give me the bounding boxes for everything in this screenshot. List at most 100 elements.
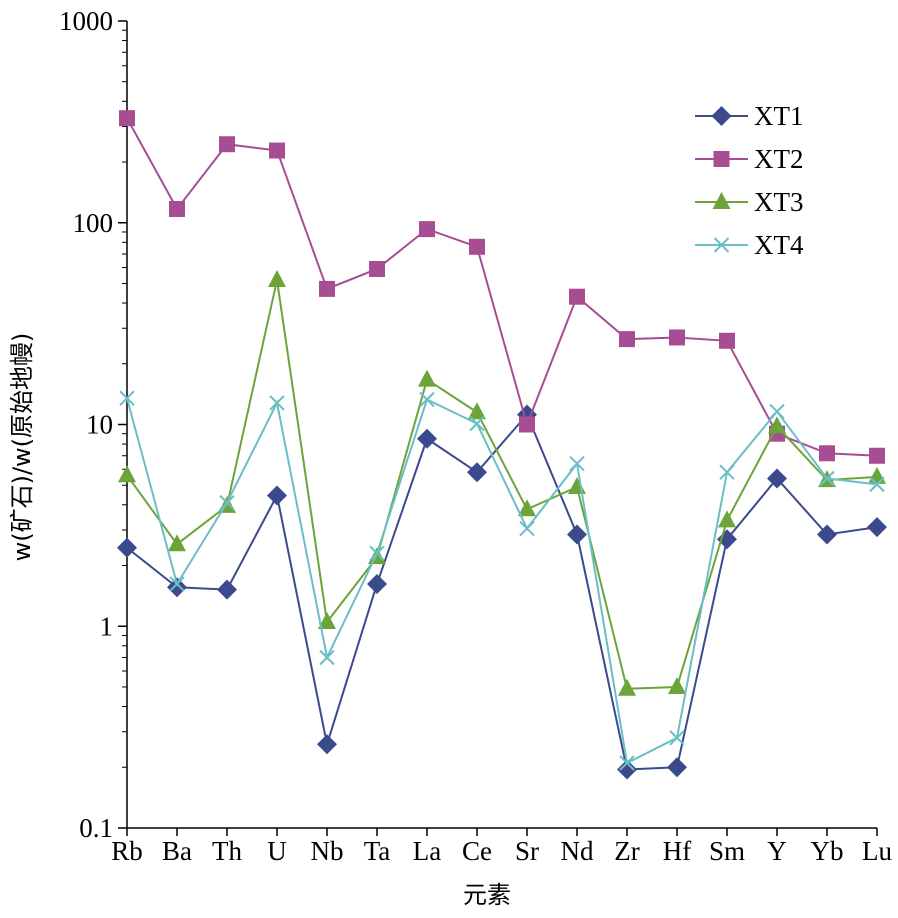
legend-label: XT2	[754, 144, 804, 174]
data-point-xt2	[319, 280, 335, 297]
data-point-xt3	[118, 465, 136, 483]
legend-marker	[713, 151, 730, 167]
data-point-xt2	[419, 221, 435, 238]
data-point-xt1	[767, 468, 787, 489]
point-stroke	[169, 576, 185, 592]
data-point-xt3	[768, 416, 786, 434]
data-point-xt3	[418, 369, 436, 387]
legend-marker	[711, 106, 732, 126]
series-line-xt1	[126, 412, 878, 771]
x-tick-label: Sr	[515, 836, 539, 866]
data-point-xt3	[468, 402, 486, 420]
point-stroke	[769, 403, 785, 420]
data-point-xt4	[469, 415, 485, 432]
data-point-xt4	[219, 494, 235, 511]
point-stroke	[619, 755, 635, 771]
y-tick-label: 0.1	[79, 813, 113, 843]
x-tick-label: Nd	[561, 836, 594, 866]
data-point-xt4	[619, 755, 635, 771]
data-point-xt4	[669, 730, 685, 746]
point-stroke	[669, 730, 685, 746]
data-point-xt3	[618, 678, 636, 696]
y-tick-label: 10	[86, 410, 113, 440]
point-stroke	[519, 520, 535, 537]
y-tick-label: 1	[100, 611, 114, 641]
data-point-xt2	[119, 110, 135, 127]
data-point-xt3	[568, 477, 586, 495]
point-stroke	[269, 395, 285, 411]
data-point-xt4	[269, 395, 285, 411]
data-point-xt1	[417, 428, 437, 449]
data-point-xt1	[167, 577, 187, 598]
data-point-xt1	[267, 485, 287, 506]
legend: XT1 XT2 XT3 XT4	[695, 101, 804, 260]
data-point-xt4	[419, 391, 435, 408]
x-tick-label: U	[267, 836, 287, 866]
x-tick-label: Ta	[364, 836, 391, 866]
data-point-xt2	[519, 416, 535, 433]
x-tick-label: Sm	[709, 836, 745, 866]
data-point-xt3	[868, 466, 886, 484]
data-point-xt1	[367, 573, 387, 594]
data-point-xt4	[869, 476, 885, 493]
data-point-xt2	[669, 329, 685, 346]
data-point-xt2	[269, 142, 285, 159]
y-tick-label: 100	[73, 208, 114, 238]
x-tick-label: Rb	[111, 836, 143, 866]
x-tick-label: Ba	[162, 836, 192, 866]
data-point-xt3	[168, 534, 186, 552]
data-point-xt3	[318, 611, 336, 629]
x-tick-label: Th	[212, 836, 242, 866]
legend-label: XT3	[754, 187, 804, 217]
data-point-xt2	[469, 238, 485, 255]
y-tick-label: 1000	[59, 6, 113, 36]
point-stroke	[713, 237, 730, 253]
point-stroke	[219, 494, 235, 511]
data-point-xt1	[117, 537, 137, 558]
data-point-xt2	[219, 136, 235, 153]
x-tick-label: Hf	[663, 836, 692, 866]
data-point-xt4	[369, 545, 385, 561]
data-point-xt3	[368, 547, 386, 565]
series-line-xt2	[126, 117, 878, 457]
legend-item-xt2: XT2	[695, 144, 804, 174]
data-point-xt3	[668, 676, 686, 694]
data-point-xt1	[317, 734, 337, 755]
data-point-xt4	[319, 649, 335, 666]
y-axis-title: w(矿石)/w(原始地幔)	[8, 333, 36, 562]
data-point-xt2	[819, 445, 835, 462]
legend-label: XT1	[754, 101, 804, 131]
x-tick-label: Yb	[811, 836, 844, 866]
axes: 0.1 1 10 100 1000 Rb Ba Th U Nb Ta La Ce Sr Nd Zr Hf Sm Y Y…	[59, 6, 892, 866]
legend-item-xt4: XT4	[695, 230, 804, 260]
point-stroke	[119, 390, 135, 406]
data-point-xt2	[569, 288, 585, 305]
series-xt4	[119, 390, 885, 771]
data-point-xt2	[719, 332, 735, 349]
x-tick-label: La	[413, 836, 441, 866]
series-line-xt3	[126, 279, 878, 690]
legend-item-xt3: XT3	[695, 187, 804, 217]
legend-item-xt1: XT1	[695, 101, 804, 131]
point-stroke	[719, 464, 735, 480]
point-stroke	[419, 391, 435, 408]
data-point-xt3	[268, 270, 286, 288]
data-point-xt4	[819, 470, 835, 487]
point-stroke	[569, 455, 585, 472]
series-layer	[117, 110, 887, 780]
legend-marker	[712, 192, 731, 209]
data-point-xt2	[369, 260, 385, 277]
series-xt2	[119, 110, 885, 464]
x-tick-label: Y	[767, 836, 787, 866]
data-point-xt1	[817, 524, 837, 545]
data-point-xt4	[769, 403, 785, 420]
x-tick-label: Ce	[462, 836, 492, 866]
data-point-xt3	[718, 510, 736, 528]
data-point-xt1	[217, 579, 237, 600]
data-point-xt1	[617, 759, 637, 780]
point-stroke	[369, 545, 385, 561]
data-point-xt4	[569, 455, 585, 472]
data-point-xt1	[667, 757, 687, 778]
point-stroke	[469, 415, 485, 432]
